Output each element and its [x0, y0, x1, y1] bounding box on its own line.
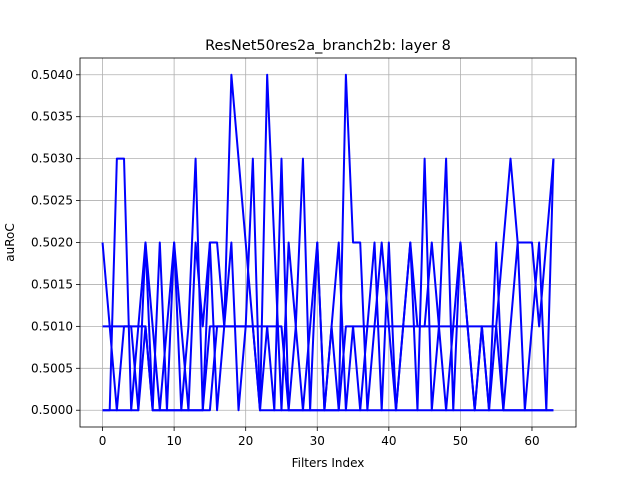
- chart-title: ResNet50res2a_branch2b: layer 8: [205, 38, 451, 54]
- x-tick-label: 50: [453, 434, 468, 448]
- series-layer: [101, 73, 555, 412]
- x-tick-label: 30: [310, 434, 325, 448]
- x-tick-label: 60: [524, 434, 539, 448]
- y-tick-label: 0.5035: [31, 110, 73, 124]
- tick-layer: 0 10 20 30 40 50 60 0.5000 0.5005 0.5010 0.5015 0.5…: [31, 68, 540, 448]
- y-axis-title: auRoC: [3, 223, 17, 261]
- x-tick-label: 0: [99, 434, 107, 448]
- y-tick-label: 0.5000: [31, 403, 73, 417]
- y-tick-label: 0.5020: [31, 236, 73, 250]
- y-tick-label: 0.5010: [31, 319, 73, 333]
- series-line-3: [102, 73, 555, 412]
- y-tick-label: 0.5025: [31, 194, 73, 208]
- x-tick-label: 40: [381, 434, 396, 448]
- y-tick-label: 0.5015: [31, 277, 73, 291]
- x-axis-title: Filters Index: [292, 456, 365, 470]
- x-tick-label: 20: [238, 434, 253, 448]
- y-tick-label: 0.5030: [31, 152, 73, 166]
- series-line-4: [102, 241, 554, 412]
- y-tick-label: 0.5040: [31, 68, 73, 82]
- x-tick-label: 10: [166, 434, 181, 448]
- y-tick-label: 0.5005: [31, 361, 73, 375]
